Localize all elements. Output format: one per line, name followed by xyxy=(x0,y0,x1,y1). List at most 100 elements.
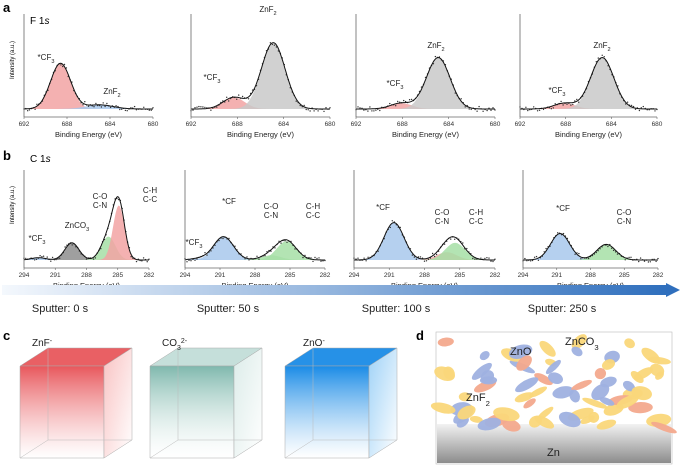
raw-point xyxy=(373,110,375,112)
raw-point xyxy=(34,259,36,261)
sei-particle xyxy=(471,362,492,380)
raw-point xyxy=(60,64,62,66)
raw-point xyxy=(377,108,379,111)
raw-point xyxy=(488,257,490,259)
raw-point xyxy=(640,107,642,109)
sei-particle xyxy=(539,340,556,357)
raw-point xyxy=(603,56,605,58)
raw-point xyxy=(367,110,369,112)
raw-point xyxy=(625,103,627,105)
raw-point xyxy=(355,258,357,260)
raw-point xyxy=(460,98,462,100)
raw-point xyxy=(408,99,411,101)
raw-point xyxy=(310,257,312,259)
sei-particle xyxy=(529,415,542,428)
raw-point xyxy=(626,101,629,103)
raw-point xyxy=(365,260,367,262)
raw-point xyxy=(142,257,145,259)
raw-point xyxy=(576,98,578,101)
x-axis-label-2: Binding Energy (eV) xyxy=(392,130,460,139)
raw-point xyxy=(533,256,536,258)
sei-particle xyxy=(588,411,600,423)
raw-point xyxy=(248,259,250,261)
peak-label-5-2-line2: C-N xyxy=(264,211,278,220)
raw-point xyxy=(320,260,322,262)
peak-fill-4-3 xyxy=(24,205,149,260)
raw-point xyxy=(466,247,468,250)
raw-point xyxy=(371,110,373,112)
raw-point xyxy=(198,105,200,108)
raw-point xyxy=(570,104,572,106)
envelope-line-4 xyxy=(23,195,149,261)
raw-point xyxy=(480,257,482,259)
raw-point xyxy=(318,257,320,259)
raw-point xyxy=(82,104,84,106)
raw-point xyxy=(628,256,630,259)
raw-point xyxy=(273,44,276,46)
x-tick-label-7-3: 285 xyxy=(619,272,630,279)
raw-point xyxy=(246,256,248,258)
x-tick-label-4-3: 285 xyxy=(112,272,123,279)
raw-point xyxy=(200,106,202,108)
envelope-line-0 xyxy=(24,62,153,110)
raw-point xyxy=(614,251,617,253)
raw-point xyxy=(94,257,97,259)
raw-point xyxy=(377,250,379,252)
sei-particle xyxy=(600,376,617,388)
raw-point xyxy=(597,57,599,59)
raw-point xyxy=(391,220,393,222)
x-axis-label-3: Binding Energy (eV) xyxy=(555,130,623,139)
peak-label-4-0: *CF3 xyxy=(29,234,46,246)
raw-point xyxy=(312,260,314,263)
raw-point xyxy=(28,109,31,111)
raw-point xyxy=(34,108,36,111)
raw-point xyxy=(536,110,539,112)
spectrum-panel-5: 294291288285282Binding Energy (eV)*CF3*C… xyxy=(180,170,331,290)
spectrum-panel-4: 294291288285282Binding Energy (eV)*CF3Zn… xyxy=(19,170,157,290)
sei-particle xyxy=(599,397,615,406)
peak-fill-3-1 xyxy=(520,57,657,109)
raw-point xyxy=(654,110,656,112)
raw-point xyxy=(595,251,597,254)
raw-point xyxy=(302,256,304,259)
cube-0: ZnF- xyxy=(19,338,133,459)
peak-label-0-0: *CF3 xyxy=(38,53,55,65)
raw-point xyxy=(146,261,148,263)
raw-point xyxy=(630,104,633,107)
raw-point xyxy=(55,258,57,261)
raw-point xyxy=(642,105,644,108)
raw-point xyxy=(478,105,480,108)
raw-point xyxy=(415,258,418,260)
raw-point xyxy=(527,109,529,112)
raw-point xyxy=(106,102,108,105)
sei-particle xyxy=(571,346,583,357)
raw-point xyxy=(304,254,306,257)
peak-label-2-0: *CF3 xyxy=(387,79,404,91)
raw-point xyxy=(295,100,297,102)
raw-point xyxy=(470,108,472,111)
raw-point xyxy=(196,258,198,260)
zinc-substrate xyxy=(437,424,671,463)
sei-particle xyxy=(552,386,574,399)
raw-point xyxy=(560,100,562,103)
raw-point xyxy=(472,257,474,260)
sei-particle xyxy=(649,363,665,377)
x-tick-label-6-1: 291 xyxy=(384,272,395,279)
raw-point xyxy=(427,258,430,261)
raw-point xyxy=(256,255,258,257)
raw-point xyxy=(443,243,446,245)
sputter-label-0: Sputter: 0 s xyxy=(32,303,89,315)
raw-point xyxy=(616,253,619,255)
peak-fill-3-0 xyxy=(520,103,657,109)
raw-point xyxy=(188,259,190,262)
raw-point xyxy=(274,247,276,249)
x-tick-label-3-0: 692 xyxy=(515,121,526,128)
raw-point xyxy=(148,109,150,111)
raw-point xyxy=(186,261,188,263)
raw-point xyxy=(486,257,488,259)
spectrum-panel-6: 294291288285282Binding Energy (eV)*CFC-O… xyxy=(349,170,501,290)
sei-particle xyxy=(515,377,539,393)
x-tick-label-2-2: 684 xyxy=(443,121,454,128)
raw-point xyxy=(42,255,45,257)
